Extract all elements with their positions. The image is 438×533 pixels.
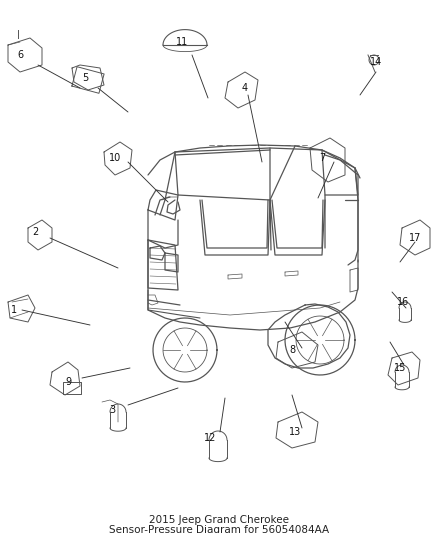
Text: 8: 8 (289, 345, 295, 355)
Text: 11: 11 (176, 37, 188, 47)
Text: Sensor-Pressure Diagram for 56054084AA: Sensor-Pressure Diagram for 56054084AA (109, 525, 329, 533)
Text: 2: 2 (32, 227, 38, 237)
Text: 12: 12 (204, 433, 216, 443)
Text: 5: 5 (82, 73, 88, 83)
Text: 7: 7 (319, 153, 325, 163)
Text: 1: 1 (11, 305, 17, 315)
Text: 3: 3 (109, 405, 115, 415)
Text: 14: 14 (370, 57, 382, 67)
Text: 17: 17 (409, 233, 421, 243)
Text: 15: 15 (394, 363, 406, 373)
Text: 10: 10 (109, 153, 121, 163)
Text: 16: 16 (397, 297, 409, 307)
Text: 2015 Jeep Grand Cherokee: 2015 Jeep Grand Cherokee (149, 515, 289, 525)
Text: 4: 4 (242, 83, 248, 93)
Text: 13: 13 (289, 427, 301, 437)
Text: 6: 6 (17, 50, 23, 60)
Text: 9: 9 (65, 377, 71, 387)
